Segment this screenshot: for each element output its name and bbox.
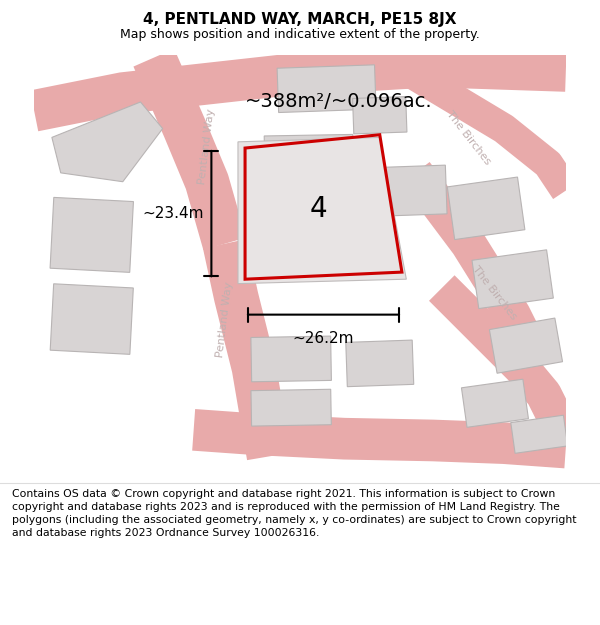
Polygon shape — [52, 102, 163, 182]
Polygon shape — [251, 336, 331, 382]
Text: ~23.4m: ~23.4m — [143, 206, 204, 221]
Text: ~26.2m: ~26.2m — [293, 331, 354, 346]
Text: 4: 4 — [309, 194, 327, 222]
Polygon shape — [490, 318, 563, 373]
Text: The Birches: The Birches — [445, 109, 493, 166]
Polygon shape — [383, 165, 447, 216]
Polygon shape — [353, 97, 407, 134]
Polygon shape — [511, 415, 568, 453]
Polygon shape — [50, 284, 133, 354]
Text: Contains OS data © Crown copyright and database right 2021. This information is : Contains OS data © Crown copyright and d… — [12, 489, 577, 539]
Polygon shape — [277, 65, 376, 112]
Text: Pentland Way: Pentland Way — [215, 281, 234, 357]
Text: The Birches: The Birches — [471, 264, 519, 321]
Polygon shape — [472, 250, 553, 309]
Text: Map shows position and indicative extent of the property.: Map shows position and indicative extent… — [120, 28, 480, 41]
Polygon shape — [251, 389, 331, 426]
Polygon shape — [346, 340, 414, 387]
Polygon shape — [447, 177, 525, 239]
Polygon shape — [461, 379, 529, 428]
Polygon shape — [264, 134, 353, 176]
Text: ~388m²/~0.096ac.: ~388m²/~0.096ac. — [245, 92, 433, 111]
Text: Pentland Way: Pentland Way — [197, 108, 217, 185]
Polygon shape — [50, 198, 133, 272]
Polygon shape — [238, 138, 406, 284]
Text: 4, PENTLAND WAY, MARCH, PE15 8JX: 4, PENTLAND WAY, MARCH, PE15 8JX — [143, 12, 457, 27]
